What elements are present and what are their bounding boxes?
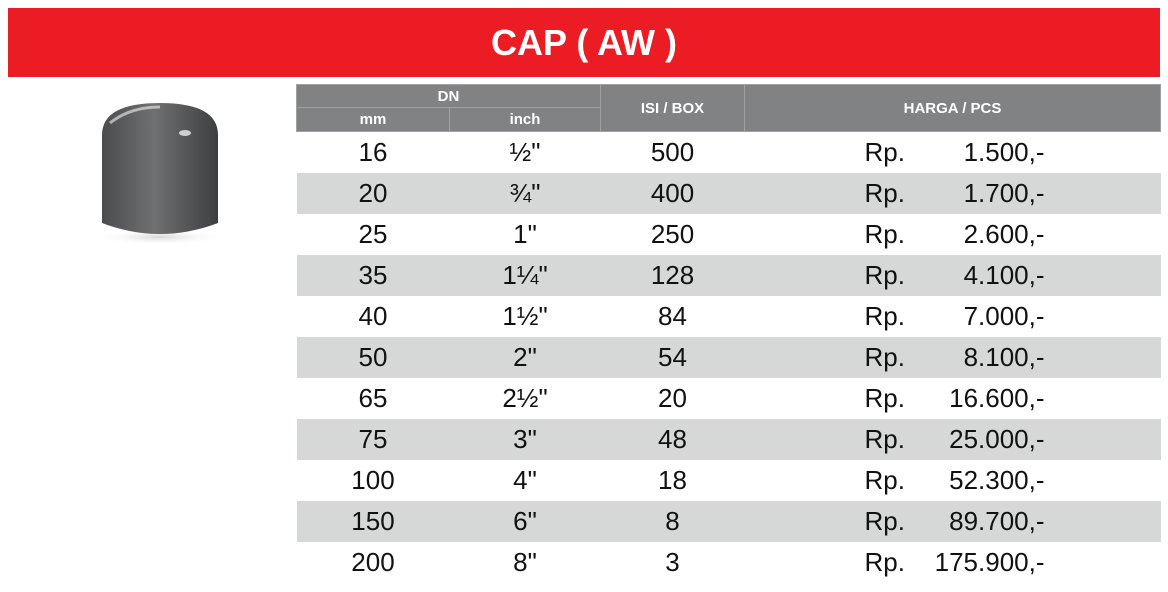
inch-header: inch bbox=[448, 107, 602, 132]
inch-cell: 2½" bbox=[502, 383, 548, 413]
inch-cell: 1" bbox=[513, 219, 537, 249]
isi-cell: 48 bbox=[600, 419, 745, 460]
inch-cell: 8" bbox=[513, 547, 537, 577]
mm-cell: 35 bbox=[296, 255, 450, 296]
price-amount: 2.600,- bbox=[963, 219, 1045, 249]
table-row: 35 1¼" 128 Rp. 4.100,- bbox=[296, 255, 1161, 296]
currency-label: Rp. bbox=[864, 465, 905, 495]
price-amount: 4.100,- bbox=[963, 260, 1045, 290]
price-table: DN ISI / BOX HARGA / PCS mm inch 16 ½" 5… bbox=[295, 84, 1162, 583]
table-row: 75 3" 48 Rp. 25.000,- bbox=[296, 419, 1161, 460]
currency-label: Rp. bbox=[864, 301, 905, 331]
currency-label: Rp. bbox=[864, 424, 905, 454]
isi-cell: 54 bbox=[600, 337, 745, 378]
mm-cell: 40 bbox=[358, 301, 388, 331]
table-row: 200 8" 3 Rp. 175.900,- bbox=[297, 542, 1161, 583]
price-amount: 1.700,- bbox=[963, 178, 1045, 208]
dn-header: DN bbox=[295, 84, 602, 108]
price-cell: Rp. 4.100,- bbox=[744, 255, 1161, 296]
harga-header: HARGA / PCS bbox=[744, 84, 1162, 132]
price-cell: Rp. 2.600,- bbox=[745, 214, 1161, 255]
currency-label: Rp. bbox=[864, 137, 905, 167]
price-cell: Rp. 7.000,- bbox=[745, 296, 1161, 337]
mm-cell: 20 bbox=[296, 173, 450, 214]
isi-cell: 250 bbox=[650, 219, 695, 249]
inch-cell: 1¼" bbox=[449, 255, 601, 296]
currency-label: Rp. bbox=[864, 219, 905, 249]
price-cell: Rp. 1.700,- bbox=[744, 173, 1161, 214]
price-cell: Rp. 89.700,- bbox=[744, 501, 1161, 542]
currency-label: Rp. bbox=[864, 506, 905, 536]
table-row: 25 1" 250 Rp. 2.600,- bbox=[297, 214, 1161, 255]
price-cell: Rp. 25.000,- bbox=[744, 419, 1161, 460]
mm-cell: 16 bbox=[358, 137, 388, 167]
price-cell: Rp. 16.600,- bbox=[745, 378, 1161, 419]
price-cell: Rp. 1.500,- bbox=[745, 132, 1161, 174]
inch-cell: ½" bbox=[509, 137, 541, 167]
mm-cell: 200 bbox=[351, 547, 395, 577]
isi-cell: 3 bbox=[665, 547, 680, 577]
mm-cell: 50 bbox=[296, 337, 450, 378]
isi-cell: 400 bbox=[600, 173, 745, 214]
isi-cell: 84 bbox=[658, 301, 687, 331]
inch-cell: 4" bbox=[513, 465, 537, 495]
isi-box-header: ISI / BOX bbox=[600, 84, 746, 132]
isi-cell: 8 bbox=[600, 501, 745, 542]
mm-cell: 65 bbox=[358, 383, 388, 413]
table-row: 50 2" 54 Rp. 8.100,- bbox=[296, 337, 1161, 378]
currency-label: Rp. bbox=[864, 178, 905, 208]
currency-label: Rp. bbox=[864, 342, 905, 372]
page-title: CAP ( AW ) bbox=[491, 21, 677, 63]
price-amount: 25.000,- bbox=[949, 424, 1045, 454]
mm-header: mm bbox=[296, 107, 450, 132]
isi-cell: 18 bbox=[658, 465, 687, 495]
price-cell: Rp. 8.100,- bbox=[744, 337, 1161, 378]
table-row: 65 2½" 20 Rp. 16.600,- bbox=[297, 378, 1161, 419]
inch-cell: ¾" bbox=[449, 173, 601, 214]
mm-cell: 150 bbox=[296, 501, 450, 542]
price-amount: 7.000,- bbox=[963, 301, 1045, 331]
currency-label: Rp. bbox=[864, 383, 905, 413]
currency-label: Rp. bbox=[864, 547, 905, 577]
inch-cell: 3" bbox=[449, 419, 601, 460]
table-row: 100 4" 18 Rp. 52.300,- bbox=[297, 460, 1161, 501]
mm-cell: 100 bbox=[351, 465, 395, 495]
price-amount: 52.300,- bbox=[949, 465, 1045, 495]
table-row: 40 1½" 84 Rp. 7.000,- bbox=[297, 296, 1161, 337]
isi-cell: 20 bbox=[658, 383, 687, 413]
price-amount: 1.500,- bbox=[963, 137, 1045, 167]
price-cell: Rp. 52.300,- bbox=[745, 460, 1161, 501]
mm-cell: 75 bbox=[296, 419, 450, 460]
price-amount: 8.100,- bbox=[963, 342, 1045, 372]
currency-label: Rp. bbox=[864, 260, 905, 290]
price-amount: 89.700,- bbox=[949, 506, 1045, 536]
mm-cell: 25 bbox=[358, 219, 388, 249]
table-row: 20 ¾" 400 Rp. 1.700,- bbox=[296, 173, 1161, 214]
table-row: 16 ½" 500 Rp. 1.500,- bbox=[297, 132, 1161, 174]
cap-product-image bbox=[95, 103, 225, 245]
price-amount: 16.600,- bbox=[949, 383, 1045, 413]
isi-cell: 128 bbox=[600, 255, 745, 296]
inch-cell: 6" bbox=[449, 501, 601, 542]
title-banner: CAP ( AW ) bbox=[8, 8, 1160, 77]
inch-cell: 1½" bbox=[502, 301, 548, 331]
price-cell: Rp. 175.900,- bbox=[745, 542, 1161, 583]
price-amount: 175.900,- bbox=[934, 547, 1045, 577]
table-row: 150 6" 8 Rp. 89.700,- bbox=[296, 501, 1161, 542]
inch-cell: 2" bbox=[449, 337, 601, 378]
isi-cell: 500 bbox=[650, 137, 695, 167]
